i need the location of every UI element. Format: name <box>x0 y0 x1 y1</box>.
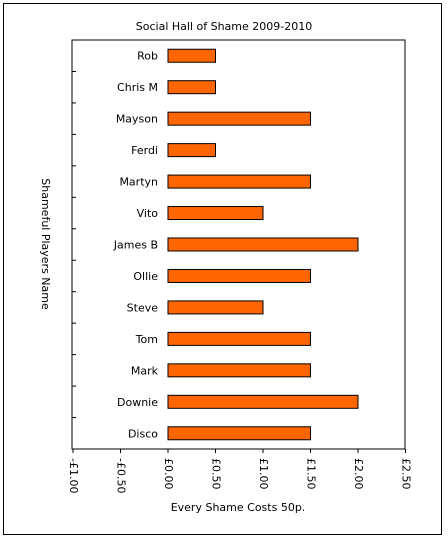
bar-rob <box>167 48 216 63</box>
category-label: Vito <box>137 207 159 220</box>
chart-frame <box>3 3 442 535</box>
category-label: Mark <box>131 364 159 377</box>
x-tick-label: £2.00 <box>352 458 365 490</box>
x-tick-label: £0.00 <box>162 458 175 490</box>
chart-title: Social Hall of Shame 2009-2010 <box>136 20 312 33</box>
x-tick-label: -£1.00 <box>67 458 80 493</box>
bar-james-b <box>167 237 359 252</box>
x-axis-label: Every Shame Costs 50p. <box>171 501 306 514</box>
category-label: James B <box>113 239 158 252</box>
plot-area-border <box>71 39 406 450</box>
bar-mayson <box>167 111 311 126</box>
bar-mark <box>167 363 311 378</box>
bar-vito <box>167 206 264 221</box>
category-labels-group: Rob Chris M Mayson Ferdi Martyn Vito James B Ol… <box>113 50 159 441</box>
category-label: Disco <box>128 427 158 440</box>
bar-ollie <box>167 268 311 283</box>
x-tick-label: £2.50 <box>400 458 413 490</box>
bar-chris-m <box>167 80 216 95</box>
category-label: Ollie <box>133 270 158 283</box>
x-tick-label: -£0.50 <box>115 458 128 493</box>
bar-martyn <box>167 174 311 189</box>
category-label: Steve <box>127 301 159 314</box>
x-ticks-group: -£1.00 -£0.50 £0.00 £0.50 £1.00 £1.50 £2.00 £2.… <box>67 70 413 493</box>
x-tick-label: £1.00 <box>257 458 270 490</box>
bars-group <box>167 48 359 441</box>
x-tick-label: £1.50 <box>305 458 318 490</box>
bar-disco <box>167 426 311 441</box>
category-label: Mayson <box>116 113 158 126</box>
category-label: Martyn <box>119 176 158 189</box>
y-axis-label: Shameful Players Name <box>39 178 52 310</box>
category-label: Ferdi <box>131 144 158 157</box>
category-label: Downie <box>117 396 158 409</box>
category-label: Rob <box>137 50 158 63</box>
bar-downie <box>167 394 359 409</box>
bar-ferdi <box>167 143 216 158</box>
bar-steve <box>167 300 264 315</box>
x-tick-label: £0.50 <box>210 458 223 490</box>
bar-tom <box>167 331 311 346</box>
category-label: Tom <box>135 333 158 346</box>
category-label: Chris M <box>117 81 158 94</box>
